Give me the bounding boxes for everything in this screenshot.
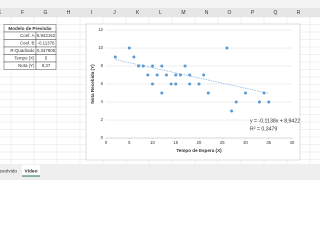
column-letter[interactable]: O: [228, 10, 232, 16]
data-point: [174, 82, 178, 86]
x-tick-label: 15: [173, 140, 178, 145]
data-point: [132, 55, 136, 59]
tab-bar: [0, 164, 320, 180]
row-value: -0,11376: [37, 41, 55, 46]
excel-window: E F G H I J K L M N O P Q R Modelo de Previsão Coef. A…: [0, 0, 320, 180]
data-point: [127, 46, 131, 50]
column-letter[interactable]: H: [67, 10, 71, 16]
data-point: [174, 73, 178, 77]
x-tick-label: 5: [128, 140, 131, 145]
table-cell: [35, 61, 57, 70]
row-value: 8,37: [42, 63, 51, 68]
column-letter[interactable]: I: [91, 10, 92, 16]
data-point: [183, 64, 187, 68]
y-tick-label: 6: [101, 81, 104, 86]
column-header-bar: [0, 8, 320, 17]
data-point: [244, 91, 247, 95]
data-point: [151, 82, 154, 86]
x-axis-title: Tempo de Espera (X): [176, 148, 222, 153]
y-axis-title: Nota Recebida (Y): [90, 64, 95, 104]
sheet-tabs: Resolvido Vídeo: [0, 165, 40, 177]
data-point: [262, 91, 266, 95]
data-point: [160, 64, 164, 68]
data-point: [113, 55, 117, 59]
row-label: R-Quadrado: [10, 48, 35, 53]
column-letter[interactable]: E: [0, 10, 2, 16]
data-point: [169, 82, 173, 86]
row-value: 0,347805: [37, 48, 56, 53]
x-tick-label: 25: [220, 140, 225, 145]
sheet-tab[interactable]: Resolvido: [0, 168, 17, 174]
column-letter[interactable]: K: [136, 10, 140, 16]
trendline-r-squared: R² = 0,3479: [250, 126, 277, 132]
sheet-tab[interactable]: Vídeo: [24, 168, 37, 174]
data-point: [197, 82, 201, 86]
active-tab[interactable]: [22, 165, 40, 176]
column-letter[interactable]: N: [205, 10, 209, 16]
y-tick-label: 12: [98, 27, 103, 32]
column-letter[interactable]: M: [181, 10, 185, 16]
data-point: [188, 73, 192, 77]
y-tick-label: 10: [98, 45, 103, 50]
data-point: [146, 73, 150, 77]
data-point: [151, 64, 154, 68]
column-letter[interactable]: P: [251, 10, 255, 16]
column-letter[interactable]: R: [297, 10, 301, 16]
data-point: [137, 64, 141, 68]
data-point: [225, 46, 229, 50]
row-label: Coef. B: [20, 41, 35, 46]
x-tick-label: 30: [243, 140, 248, 145]
data-point: [206, 91, 210, 95]
column-letter[interactable]: J: [113, 10, 116, 16]
data-point: [267, 100, 271, 104]
y-tick-label: 8: [101, 63, 104, 68]
row-label: Coef. A: [20, 33, 34, 38]
data-point: [202, 73, 206, 77]
data-point: [155, 73, 159, 77]
data-point: [234, 100, 238, 104]
table-title: Modelo de Previsão: [8, 26, 51, 31]
row-label: Nota (Y): [18, 63, 35, 68]
y-tick-label: 0: [101, 135, 104, 140]
row-label: Tempo (X): [14, 56, 35, 61]
trendline-equation: y = -0,1138x + 8,9422: [250, 118, 300, 124]
row-value: 8,942152: [37, 33, 56, 38]
trendline: [115, 59, 269, 94]
x-tick-label: 40: [290, 140, 295, 145]
x-tick-label: 10: [150, 140, 155, 145]
x-tick-label: 20: [197, 140, 202, 145]
data-point: [230, 109, 234, 113]
y-tick-label: 4: [101, 99, 104, 104]
data-point: [188, 82, 192, 86]
column-letter[interactable]: F: [21, 10, 24, 16]
x-tick-label: 35: [266, 140, 271, 145]
data-point: [160, 91, 164, 95]
data-point: [141, 64, 145, 68]
row-value: 5: [45, 56, 48, 61]
column-letter[interactable]: G: [44, 10, 48, 16]
data-point: [164, 73, 168, 77]
column-letter[interactable]: L: [159, 10, 162, 16]
y-tick-label: 2: [101, 117, 104, 122]
column-letter[interactable]: Q: [274, 10, 278, 16]
x-tick-label: 0: [105, 140, 108, 145]
chart: 0 2 4 6 8 10 12 0 5 10 15 20 25 30 35 40 Tempo de Espera…: [90, 27, 300, 153]
ribbon-edge: [0, 0, 320, 8]
data-point: [257, 100, 261, 104]
data-point: [178, 73, 182, 77]
